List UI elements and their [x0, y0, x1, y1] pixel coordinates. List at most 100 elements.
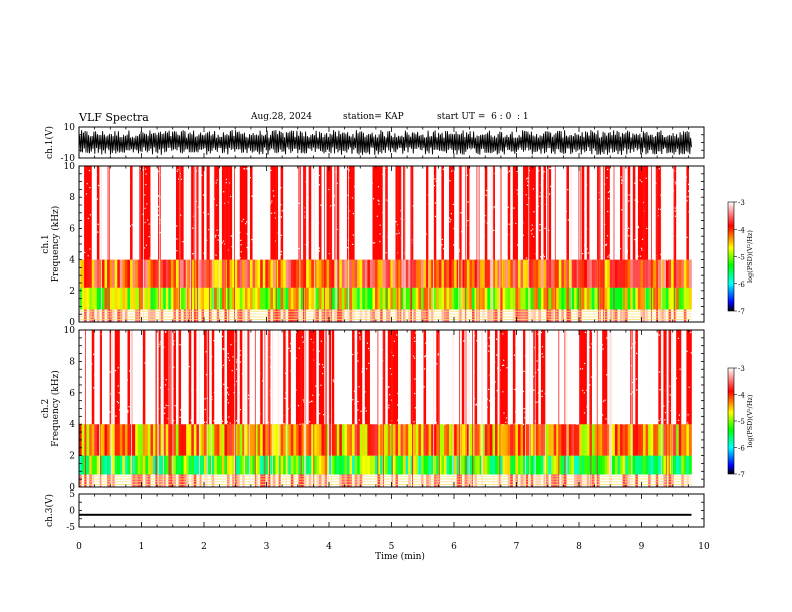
spectrogram-cell	[275, 287, 279, 310]
spectrogram-speckle	[590, 170, 592, 172]
spectrogram-cell	[441, 474, 445, 487]
spectrogram-cell	[569, 166, 572, 260]
spectrogram-cell	[175, 259, 179, 288]
spectrogram-cell	[362, 424, 366, 456]
spectrogram-speckle	[359, 336, 361, 338]
spectrogram-cell	[349, 166, 353, 260]
spectrogram-speckle	[660, 253, 662, 256]
spectrogram-speckle	[174, 175, 176, 177]
spectrogram-speckle	[408, 168, 410, 170]
spectrogram-cell	[124, 287, 128, 310]
spectrogram-speckle	[615, 395, 617, 397]
spectrogram-speckle	[442, 168, 444, 170]
spectrogram-speckle	[122, 416, 124, 418]
spectrogram-speckle	[306, 379, 308, 381]
spectrogram-cell	[627, 259, 631, 288]
spectrogram-cell	[165, 309, 169, 322]
spectrogram-cell	[357, 166, 361, 260]
spectrogram-cell	[594, 287, 598, 310]
spectrogram-cell	[178, 330, 182, 425]
spectrogram-speckle	[612, 218, 614, 220]
spectrogram-cell	[344, 330, 348, 425]
spectrogram-cell	[446, 287, 450, 310]
spectrogram-cell	[112, 309, 116, 322]
spectrogram-cell	[602, 474, 606, 487]
spectrogram-speckle	[508, 413, 510, 415]
spectrogram-cell	[586, 166, 590, 260]
spectrogram-speckle	[378, 423, 380, 426]
spectrogram-cell	[688, 424, 692, 456]
spectrogram-cell	[461, 330, 465, 425]
colorbar-tick-label: -5	[738, 418, 745, 426]
y-tick-label: -5	[66, 523, 75, 533]
spectrogram-speckle	[449, 221, 451, 223]
spectrogram-speckle	[109, 411, 111, 413]
spectrogram-cell	[122, 287, 126, 310]
spectrogram-speckle	[450, 219, 452, 221]
spectrogram-speckle	[305, 181, 307, 183]
spectrogram-cell	[591, 287, 595, 310]
spectrogram-speckle	[238, 366, 240, 368]
spectrogram-cell	[283, 259, 287, 288]
spectrogram-cell	[364, 166, 368, 260]
spectrogram-cell	[354, 259, 358, 288]
spectrogram-cell	[301, 455, 304, 475]
spectrogram-speckle	[93, 353, 95, 355]
spectrogram-cell	[507, 309, 511, 322]
spectrogram-cell	[303, 455, 307, 475]
spectrogram-cell	[349, 259, 353, 288]
spectrogram-speckle	[649, 345, 651, 347]
spectrogram-speckle	[414, 392, 416, 395]
spectrogram-speckle	[184, 217, 186, 219]
spectrogram-speckle	[528, 405, 530, 407]
spectrogram-speckle	[226, 390, 228, 393]
spectrogram-speckle	[296, 190, 298, 193]
spectrogram-cell	[306, 259, 309, 288]
spectrogram-cell	[599, 259, 603, 288]
spectrogram-cell	[502, 330, 506, 425]
spectrogram-speckle	[151, 350, 153, 352]
spectrogram-speckle	[224, 202, 226, 204]
spectrogram-cell	[551, 259, 554, 288]
spectrogram-speckle	[344, 371, 346, 373]
spectrogram-cell	[260, 259, 264, 288]
spectrogram-speckle	[233, 392, 235, 394]
spectrogram-cell	[130, 259, 133, 288]
spectrogram-cell	[306, 424, 309, 456]
spectrogram-cell	[387, 455, 391, 475]
spectrogram-cell	[548, 424, 552, 456]
spectrogram-speckle	[562, 413, 564, 416]
spectrogram-cell	[405, 259, 409, 288]
spectrogram-cell	[321, 287, 325, 310]
spectrogram-speckle	[186, 230, 188, 232]
spectrogram-speckle	[635, 225, 637, 227]
spectrogram-speckle	[181, 406, 183, 408]
spectrogram-cell	[170, 474, 174, 487]
spectrogram-speckle	[469, 335, 471, 337]
spectrogram-speckle	[633, 388, 635, 390]
spectrogram-cell	[443, 424, 447, 456]
spectrogram-cell	[288, 330, 292, 425]
spectrogram-speckle	[137, 406, 139, 408]
spectrogram-cell	[635, 330, 639, 425]
spectrogram-cell	[375, 166, 378, 260]
spectrogram-speckle	[363, 190, 365, 192]
spectrogram-speckle	[462, 255, 464, 257]
spectrogram-cell	[630, 166, 634, 260]
spectrogram-speckle	[173, 340, 175, 342]
spectrogram-speckle	[469, 243, 471, 245]
spectrogram-speckle	[325, 168, 327, 170]
spectrogram-cell	[168, 166, 172, 260]
spectrogram-cell	[262, 424, 266, 456]
spectrogram-speckle	[630, 222, 632, 224]
spectrogram-speckle	[270, 371, 272, 373]
spectrogram-cell	[316, 474, 320, 487]
spectrogram-speckle	[333, 381, 335, 383]
spectrogram-cell	[362, 309, 366, 322]
spectrogram-cell	[535, 330, 539, 425]
spectrogram-cell	[683, 166, 687, 260]
spectrogram-cell	[163, 474, 167, 487]
spectrogram-speckle	[134, 402, 136, 404]
spectrogram-cell	[678, 309, 682, 322]
spectrogram-cell	[520, 287, 524, 310]
